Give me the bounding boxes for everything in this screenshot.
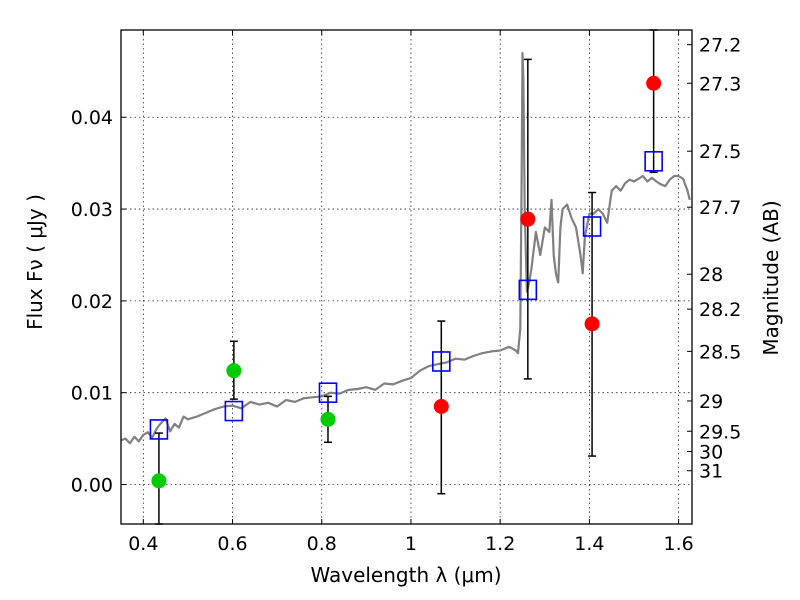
- data-point: [433, 398, 449, 414]
- data-point: [320, 411, 336, 427]
- data-point: [520, 211, 536, 227]
- x-axis-title: Wavelength λ (μm): [310, 563, 501, 587]
- model-square: [149, 419, 169, 440]
- y-tick-label: 0.01: [71, 383, 113, 405]
- data-point: [584, 316, 600, 332]
- right-tick-label: 27.3: [699, 73, 741, 95]
- grid-layer: [121, 30, 692, 524]
- right-tick-label: 27.2: [699, 35, 741, 57]
- spectrum-layer: [120, 51, 691, 445]
- y-tick-label: 0.02: [71, 291, 113, 313]
- right-axis-title: Magnitude (AB): [759, 200, 783, 355]
- model-square: [431, 351, 451, 372]
- x-tick-label: 1.6: [664, 533, 694, 555]
- right-tick-label: 28: [699, 264, 723, 286]
- model-square: [224, 400, 244, 422]
- marker-layer: [149, 75, 663, 489]
- y-axis-ticks: 0.00 0.01 0.02 0.03 0.04: [71, 107, 126, 497]
- y-tick-label: 0.04: [71, 107, 113, 129]
- right-tick-label: 30: [699, 441, 723, 463]
- data-point: [226, 363, 242, 379]
- right-tick-label: 31: [699, 461, 723, 483]
- data-point: [151, 473, 167, 489]
- y-tick-label: 0.03: [71, 199, 113, 221]
- x-tick-label: 0.8: [307, 533, 337, 555]
- right-tick-label: 27.5: [699, 141, 741, 163]
- model-square: [582, 216, 602, 237]
- spectrum-line: [120, 51, 691, 445]
- x-tick-label: 1.4: [574, 533, 604, 555]
- x-tick-label: 1: [405, 533, 417, 555]
- right-tick-label: 27.7: [699, 197, 741, 219]
- x-tick-label: 0.4: [128, 533, 158, 555]
- right-tick-label: 28.2: [699, 299, 741, 321]
- errorbar-layer: [154, 29, 658, 525]
- y-tick-label: 0.00: [71, 475, 113, 497]
- y-axis-title: Flux Fν ( μJy ): [23, 194, 47, 330]
- right-tick-label: 29.5: [699, 421, 741, 443]
- plot-frame: [120, 29, 693, 525]
- x-axis-ticks: 0.4 0.6 0.8 1 1.2 1.4 1.6: [128, 30, 694, 555]
- model-square: [318, 382, 338, 403]
- model-square: [644, 151, 663, 172]
- right-tick-label: 29: [699, 391, 723, 413]
- x-tick-label: 1.2: [485, 533, 515, 555]
- model-square: [518, 279, 538, 301]
- data-point: [646, 75, 662, 91]
- x-tick-label: 0.6: [217, 533, 247, 555]
- right-tick-label: 28.5: [699, 341, 741, 363]
